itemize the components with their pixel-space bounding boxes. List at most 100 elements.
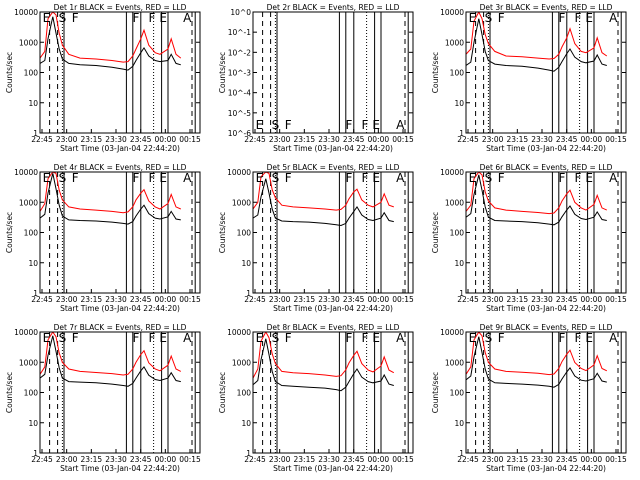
series-line-lld (253, 332, 395, 379)
y-tick-label: 1000 (445, 198, 464, 207)
y-tick-label: 100 (450, 389, 465, 398)
event-marker-label: F (149, 331, 156, 345)
event-marker-label: E (469, 331, 477, 345)
x-tick-label: 23:45 (556, 295, 578, 304)
event-marker-label: F (285, 171, 292, 185)
event-marker-label: S (272, 118, 280, 132)
y-tick-label: 1 (33, 289, 38, 298)
event-marker-label: F (72, 331, 79, 345)
event-marker-label: E (372, 118, 380, 132)
x-tick-label: 22:45 (31, 455, 53, 464)
series-line-events (466, 174, 607, 226)
chart-title: Det 4r BLACK = Events, RED = LLD (54, 163, 187, 172)
x-tick-label: 22:45 (244, 295, 266, 304)
x-tick-label: 23:15 (81, 455, 103, 464)
x-tick-label: 00:00 (581, 455, 603, 464)
y-axis-label: Counts/sec (5, 372, 14, 413)
y-tick-label: 10 (241, 419, 251, 428)
event-marker-label: A (609, 331, 618, 345)
x-tick-label: 23:00 (56, 455, 78, 464)
chart-title: Det 7r BLACK = Events, RED = LLD (54, 323, 187, 332)
x-tick-label: 00:15 (179, 295, 201, 304)
x-tick-label: 00:15 (605, 455, 627, 464)
event-marker-label: F (346, 331, 353, 345)
y-tick-label: 10 (454, 259, 464, 268)
chart-title: Det 2r BLACK = Events, RED = LLD (267, 3, 400, 12)
series-line-lld (253, 172, 394, 211)
y-tick-label: 1000 (19, 38, 38, 47)
y-tick-label: 1000 (19, 198, 38, 207)
event-marker-label: S (59, 331, 67, 345)
event-marker-label: E (256, 171, 264, 185)
x-tick-label: 00:00 (155, 135, 177, 144)
x-tick-label: 23:00 (482, 455, 504, 464)
y-tick-label: 10 (454, 419, 464, 428)
x-axis-label: Start Time (03-Jan-04 22:44:20) (486, 304, 606, 313)
y-tick-label: 10000 (14, 8, 38, 17)
y-tick-label: 100 (24, 389, 39, 398)
event-marker-label: A (396, 331, 405, 345)
event-marker-label: S (59, 171, 67, 185)
y-tick-label: 10^-2 (228, 48, 252, 57)
event-marker-label: A (396, 118, 405, 132)
event-marker-label: F (72, 171, 79, 185)
series-line-events (40, 16, 181, 71)
x-tick-label: 00:00 (368, 135, 390, 144)
x-tick-label: 23:30 (531, 135, 553, 144)
series-line-events (466, 18, 607, 72)
chart-title: Det 8r BLACK = Events, RED = LLD (267, 323, 400, 332)
x-axis-label: Start Time (03-Jan-04 22:44:20) (273, 464, 393, 473)
event-marker-label: A (609, 171, 618, 185)
y-axis-label: Counts/sec (218, 372, 227, 413)
x-axis-label: Start Time (03-Jan-04 22:44:20) (273, 304, 393, 313)
y-tick-label: 10^0 (230, 8, 251, 17)
event-marker-label: S (485, 171, 493, 185)
event-marker-label: E (372, 171, 380, 185)
series-line-events (40, 335, 181, 387)
y-tick-label: 10^-4 (228, 89, 252, 98)
series-line-lld (466, 172, 608, 215)
series-line-lld (466, 12, 608, 60)
event-marker-label: A (183, 11, 192, 25)
y-tick-label: 10^-3 (228, 69, 252, 78)
x-tick-label: 00:15 (605, 135, 627, 144)
y-tick-label: 10000 (227, 168, 251, 177)
x-tick-label: 00:15 (392, 455, 414, 464)
x-tick-label: 22:45 (244, 135, 266, 144)
series-line-events (253, 338, 394, 392)
event-marker-label: F (149, 11, 156, 25)
y-tick-label: 1 (459, 449, 464, 458)
event-marker-label: F (362, 118, 369, 132)
event-marker-label: F (575, 331, 582, 345)
chart-title: Det 5r BLACK = Events, RED = LLD (267, 163, 400, 172)
x-tick-label: 23:15 (294, 455, 316, 464)
chart-plot-area (466, 12, 622, 133)
y-tick-label: 1000 (232, 198, 251, 207)
x-tick-label: 00:00 (581, 135, 603, 144)
y-tick-label: 10000 (14, 328, 38, 337)
event-marker-label: E (43, 171, 51, 185)
x-tick-label: 22:45 (457, 135, 479, 144)
x-tick-label: 23:30 (531, 455, 553, 464)
event-marker-label: E (585, 11, 593, 25)
y-axis-label: Counts/sec (5, 212, 14, 253)
series-line-lld (40, 332, 182, 376)
y-tick-label: 10 (28, 419, 38, 428)
x-tick-label: 23:15 (81, 295, 103, 304)
y-tick-label: 10^-6 (228, 129, 252, 138)
event-marker-label: F (133, 331, 140, 345)
x-tick-label: 23:30 (318, 455, 340, 464)
x-axis-label: Start Time (03-Jan-04 22:44:20) (60, 144, 180, 153)
event-marker-label: F (346, 118, 353, 132)
x-tick-label: 23:15 (294, 295, 316, 304)
series-line-lld (40, 12, 182, 63)
event-marker-label: F (575, 171, 582, 185)
y-tick-label: 100 (450, 69, 465, 78)
y-tick-label: 1 (459, 129, 464, 138)
y-tick-label: 10000 (440, 328, 464, 337)
x-axis-label: Start Time (03-Jan-04 22:44:20) (60, 304, 180, 313)
